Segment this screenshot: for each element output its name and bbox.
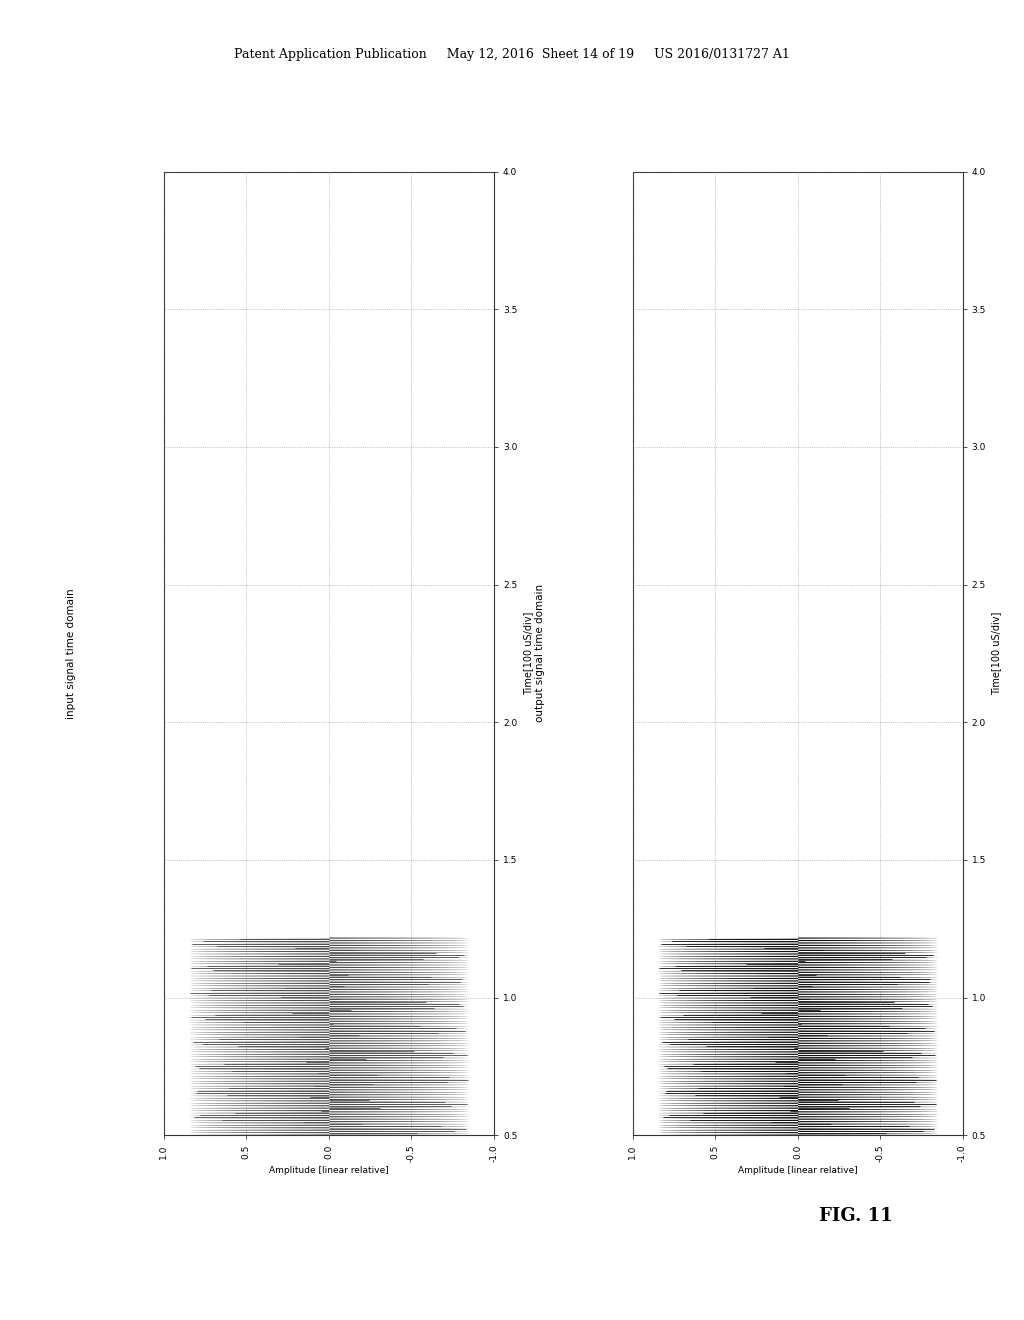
Text: output signal time domain: output signal time domain — [536, 585, 545, 722]
Text: FIG. 11: FIG. 11 — [819, 1206, 893, 1225]
Text: Patent Application Publication     May 12, 2016  Sheet 14 of 19     US 2016/0131: Patent Application Publication May 12, 2… — [234, 48, 790, 61]
Y-axis label: Time[100 uS/div]: Time[100 uS/div] — [991, 611, 1001, 696]
Y-axis label: Time[100 uS/div]: Time[100 uS/div] — [523, 611, 532, 696]
Text: input signal time domain: input signal time domain — [67, 589, 77, 718]
X-axis label: Amplitude [linear relative]: Amplitude [linear relative] — [269, 1166, 389, 1175]
X-axis label: Amplitude [linear relative]: Amplitude [linear relative] — [737, 1166, 857, 1175]
